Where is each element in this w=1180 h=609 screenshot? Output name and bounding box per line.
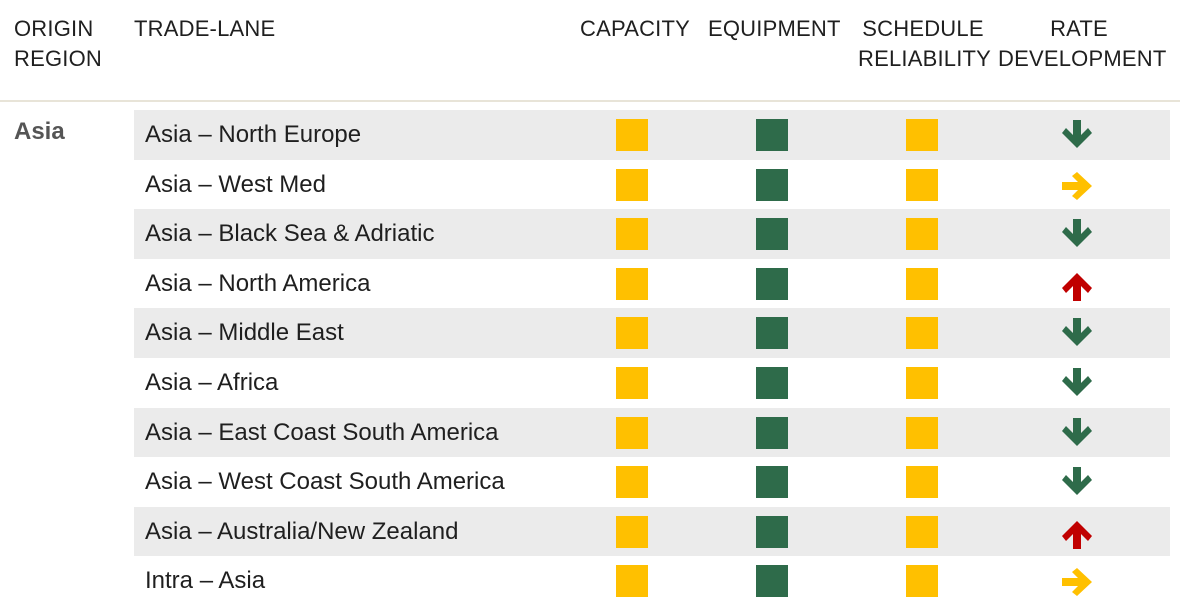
equipment-indicator: [756, 317, 788, 350]
header-equipment: EQUIPMENT: [708, 16, 841, 41]
trade-lane-label: Asia – East Coast South America: [145, 418, 499, 446]
arrow-down-icon: [1062, 219, 1092, 248]
schedule-reliability-indicator: [906, 416, 938, 449]
header-divider: [0, 100, 1180, 102]
arrow-down-icon: [1062, 467, 1092, 496]
trade-lane-label: Asia – North Europe: [145, 121, 362, 148]
equipment-indicator: [756, 565, 788, 598]
arrow-right-icon: [1062, 171, 1092, 200]
capacity-indicator: [616, 267, 648, 300]
capacity-indicator: [616, 366, 648, 399]
header-schedule-reliability: SCHEDULE RELIABILITY: [858, 16, 992, 71]
arrow-down-icon: [1062, 417, 1092, 446]
capacity-indicator: [616, 218, 648, 251]
capacity-indicator: [616, 119, 648, 151]
table-row: Asia – North Europe: [134, 110, 1170, 160]
arrow-down-icon: [1062, 120, 1092, 148]
equipment-indicator: [756, 168, 788, 201]
trade-lane-label: Asia – North America: [145, 269, 371, 297]
equipment-indicator: [756, 366, 788, 399]
arrow-up-icon: [1062, 520, 1092, 549]
schedule-reliability-indicator: [906, 267, 938, 300]
schedule-reliability-indicator: [906, 466, 938, 499]
trade-lane-label: Intra – Asia: [145, 567, 266, 595]
table-row: Asia – East Coast South America: [134, 407, 1170, 458]
capacity-indicator: [616, 168, 648, 201]
schedule-reliability-indicator: [906, 366, 938, 399]
equipment-indicator: [756, 466, 788, 499]
equipment-indicator: [756, 119, 788, 151]
trade-lane-label: Asia – Middle East: [145, 319, 344, 347]
schedule-reliability-indicator: [906, 119, 938, 151]
capacity-indicator: [616, 317, 648, 350]
trade-lane-label: Asia – West Coast South America: [145, 468, 505, 496]
header-trade-lane: TRADE-LANE: [134, 16, 276, 41]
table-row: Asia – Black Sea & Adriatic: [134, 209, 1170, 259]
arrow-down-icon: [1062, 367, 1092, 396]
capacity-indicator: [616, 565, 648, 598]
table-row: Intra – Asia: [134, 556, 1170, 606]
trade-lane-label: Asia – Africa: [145, 368, 279, 396]
table-row: Asia – Africa: [134, 358, 1170, 408]
table-row: Asia – North America: [134, 259, 1170, 309]
schedule-reliability-indicator: [906, 565, 938, 598]
arrow-down-icon: [1062, 318, 1092, 347]
capacity-indicator: [616, 416, 648, 449]
header-capacity: CAPACITY: [580, 16, 690, 41]
trade-lane-table: Asia – North Europe Asia – West Med Asia –…: [134, 110, 1170, 606]
arrow-up-icon: [1062, 272, 1092, 301]
equipment-indicator: [756, 267, 788, 300]
table-row: Asia – West Med: [134, 160, 1170, 210]
equipment-indicator: [756, 218, 788, 251]
origin-region-label: Asia: [14, 118, 65, 145]
table-row: Asia – Middle East: [134, 308, 1170, 358]
schedule-reliability-indicator: [906, 515, 938, 548]
capacity-indicator: [616, 515, 648, 548]
trade-lane-label: Asia – West Med: [145, 170, 326, 198]
arrow-right-icon: [1062, 568, 1092, 597]
schedule-reliability-indicator: [906, 218, 938, 251]
equipment-indicator: [756, 515, 788, 548]
trade-lane-label: Asia – Black Sea & Adriatic: [145, 220, 435, 248]
table-row: Asia – West Coast South America: [134, 457, 1170, 507]
trade-lane-label: Asia – Australia/New Zealand: [145, 517, 459, 545]
header-origin-region: ORIGIN REGION: [14, 16, 102, 71]
header-rate-development: RATE DEVELOPMENT: [998, 16, 1167, 71]
table-row: Asia – Australia/New Zealand: [134, 506, 1170, 557]
schedule-reliability-indicator: [906, 168, 938, 201]
schedule-reliability-indicator: [906, 317, 938, 350]
equipment-indicator: [756, 416, 788, 449]
capacity-indicator: [616, 466, 648, 499]
